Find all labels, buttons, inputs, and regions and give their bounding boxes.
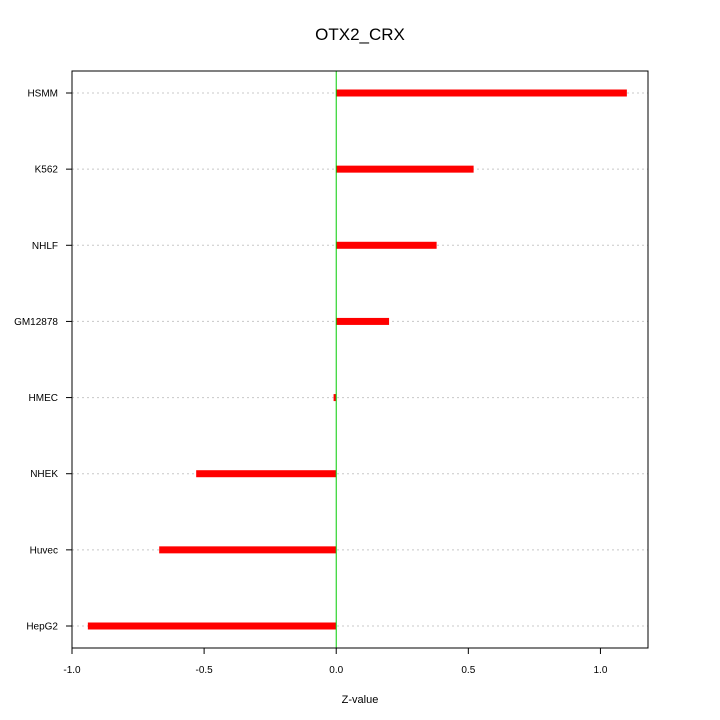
chart-title: OTX2_CRX bbox=[315, 25, 405, 44]
bar-nhlf bbox=[336, 241, 437, 249]
x-tick-label: -1.0 bbox=[63, 665, 81, 676]
y-tick-label: Huvec bbox=[30, 545, 58, 556]
y-tick-label: GM12878 bbox=[14, 317, 58, 328]
y-tick-label: NHLF bbox=[32, 241, 58, 252]
y-tick-label: NHEK bbox=[30, 469, 58, 480]
x-tick-label: -0.5 bbox=[195, 665, 213, 676]
x-tick-label: 0.0 bbox=[329, 665, 343, 676]
bar-hmec bbox=[333, 394, 337, 402]
x-axis: -1.0 -0.5 0.0 0.5 1.0 bbox=[63, 648, 608, 676]
y-tick-label: HepG2 bbox=[26, 622, 58, 633]
bar-huvec bbox=[159, 546, 337, 554]
bar-k562 bbox=[336, 165, 474, 173]
grid-layer bbox=[72, 92, 648, 627]
bar-hepg2 bbox=[87, 622, 337, 630]
x-axis-label: Z-value bbox=[342, 694, 379, 706]
y-tick-label: HSMM bbox=[27, 89, 58, 100]
bar-gm12878 bbox=[336, 317, 390, 325]
y-axis: HSMM K562 NHLF GM12878 HMEC NHEK Huvec HepG2 bbox=[14, 89, 72, 633]
bar-layer bbox=[87, 89, 627, 630]
y-tick-label: HMEC bbox=[29, 393, 58, 404]
plot-frame bbox=[71, 70, 649, 649]
bar-hsmm bbox=[336, 89, 627, 97]
x-tick-label: 0.5 bbox=[461, 665, 475, 676]
x-tick-label: 1.0 bbox=[593, 665, 607, 676]
bar-nhek bbox=[196, 470, 337, 478]
y-tick-label: K562 bbox=[35, 165, 59, 176]
